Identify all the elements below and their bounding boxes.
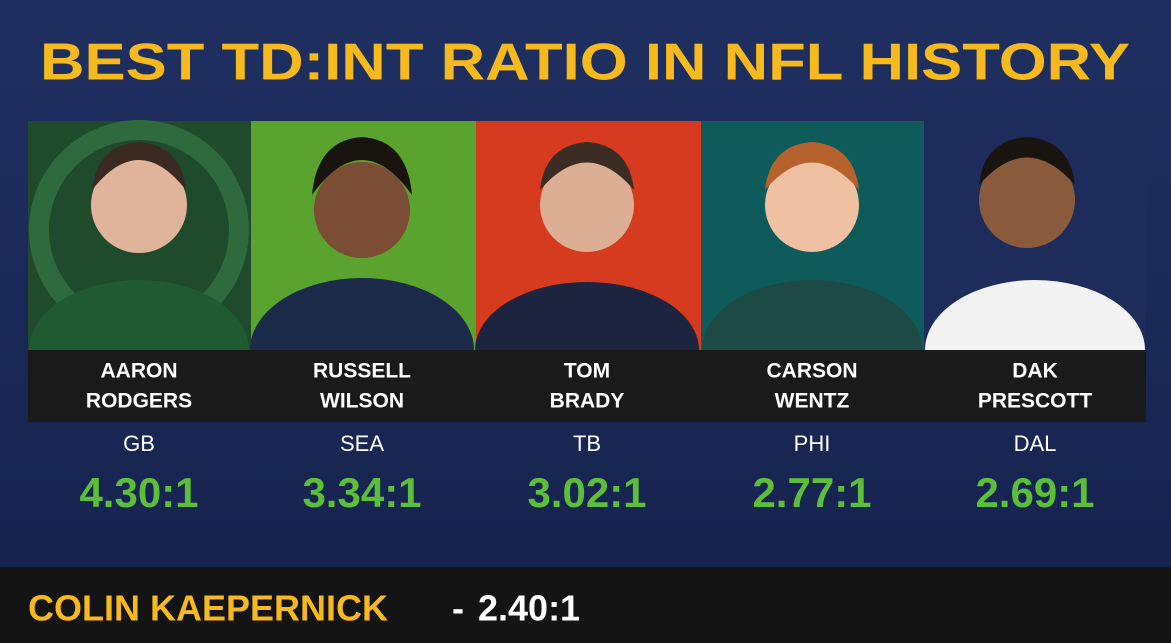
ratio: 3.34:1 [302, 469, 421, 516]
player-last-name: RODGERS [86, 390, 192, 413]
player-last-name: PRESCOTT [978, 390, 1093, 413]
player-last-name: WENTZ [775, 390, 850, 413]
player-first-name: CARSON [766, 360, 857, 383]
player-first-name: AARON [101, 360, 178, 383]
ratio: 2.69:1 [975, 469, 1094, 516]
team: DAL [1014, 431, 1057, 456]
team: SEA [340, 431, 384, 456]
team: GB [123, 431, 155, 456]
player-cards: AARON RODGERS GB 4.30:1 RUSSELL WILSON S… [79, 360, 1094, 517]
team: TB [573, 431, 601, 456]
ratio: 3.02:1 [527, 469, 646, 516]
ratio: 2.77:1 [752, 469, 871, 516]
player-first-name: TOM [564, 360, 610, 383]
team: PHI [794, 431, 831, 456]
player-first-name: DAK [1012, 360, 1058, 383]
footer-ratio: 2.40:1 [478, 588, 580, 629]
player-first-name: RUSSELL [313, 360, 411, 383]
title: BEST TD:INT RATIO IN NFL HISTORY [40, 34, 1130, 92]
name-band [28, 350, 1146, 422]
ratio: 4.30:1 [79, 469, 198, 516]
player-last-name: BRADY [550, 390, 625, 413]
footer-separator: - [452, 588, 464, 629]
player-last-name: WILSON [320, 390, 404, 413]
footer-name: COLIN KAEPERNICK [28, 588, 388, 629]
footer-band [0, 567, 1171, 643]
